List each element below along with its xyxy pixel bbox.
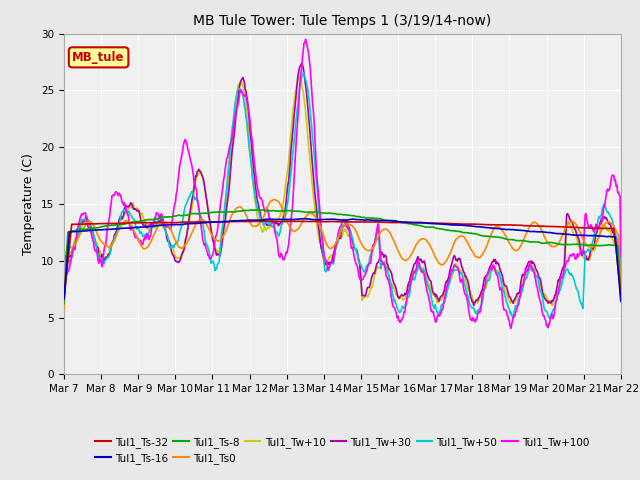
Tul1_Ts-16 (184, 221, 192, 227)
Tul1_Tw+30 (617, 297, 625, 303)
Tul1_Tw+10 (411, 268, 419, 274)
Tul1_Tw+30 (428, 279, 435, 285)
Tul1_Ts-16 (617, 299, 625, 304)
Tul1_Ts-16 (411, 220, 419, 226)
Tul1_Ts-32 (292, 218, 300, 224)
Tul1_Ts-16 (127, 225, 135, 231)
Tul1_Tw+10 (70, 239, 78, 245)
Tul1_Tw+50 (214, 262, 221, 267)
Tul1_Tw+30 (470, 302, 477, 308)
Line: Tul1_Ts-32: Tul1_Ts-32 (64, 221, 621, 300)
Title: MB Tule Tower: Tule Temps 1 (3/19/14-now): MB Tule Tower: Tule Temps 1 (3/19/14-now… (193, 14, 492, 28)
Tul1_Tw+100 (70, 244, 78, 250)
Tul1_Ts0 (270, 196, 278, 202)
Tul1_Ts0 (411, 245, 419, 251)
Tul1_Tw+50 (617, 297, 625, 302)
Text: MB_tule: MB_tule (72, 51, 125, 64)
Tul1_Ts0 (184, 238, 192, 244)
Tul1_Tw+10 (184, 224, 192, 229)
Tul1_Ts-32 (60, 297, 68, 302)
Tul1_Tw+10 (617, 296, 625, 302)
Tul1_Tw+50 (411, 276, 419, 282)
Tul1_Ts0 (214, 238, 221, 243)
Tul1_Tw+30 (127, 200, 135, 206)
Tul1_Ts-16 (214, 219, 221, 225)
Line: Tul1_Ts0: Tul1_Ts0 (64, 199, 621, 309)
Tul1_Tw+10 (428, 289, 435, 295)
Tul1_Ts-8 (411, 222, 419, 228)
Tul1_Tw+100 (184, 146, 192, 152)
Tul1_Tw+50 (300, 70, 307, 75)
Line: Tul1_Tw+10: Tul1_Tw+10 (64, 77, 621, 305)
Tul1_Ts-32 (617, 291, 625, 297)
Tul1_Tw+50 (60, 295, 68, 300)
Line: Tul1_Tw+30: Tul1_Tw+30 (64, 63, 621, 305)
Tul1_Tw+30 (70, 242, 78, 248)
Tul1_Ts-32 (70, 221, 78, 227)
Tul1_Tw+10 (214, 249, 221, 254)
Tul1_Ts-8 (214, 209, 221, 215)
Tul1_Tw+50 (70, 242, 78, 248)
Tul1_Ts-32 (214, 219, 221, 225)
Y-axis label: Temperature (C): Temperature (C) (22, 153, 35, 255)
Tul1_Ts-32 (184, 219, 192, 225)
Tul1_Tw+10 (127, 205, 135, 211)
Tul1_Tw+100 (302, 36, 310, 42)
Tul1_Tw+30 (184, 225, 192, 231)
Tul1_Tw+100 (428, 308, 435, 314)
Tul1_Ts-8 (70, 228, 78, 234)
Tul1_Tw+30 (298, 60, 305, 66)
Line: Tul1_Ts-16: Tul1_Ts-16 (64, 219, 621, 301)
Tul1_Ts0 (428, 245, 435, 251)
Tul1_Ts-8 (428, 224, 435, 230)
Line: Tul1_Ts-8: Tul1_Ts-8 (64, 210, 621, 304)
Tul1_Ts-16 (300, 216, 307, 222)
Tul1_Ts0 (70, 242, 78, 248)
Tul1_Ts-16 (70, 228, 78, 234)
Tul1_Tw+100 (127, 223, 135, 228)
Tul1_Ts0 (617, 287, 625, 292)
Tul1_Tw+10 (549, 302, 557, 308)
Tul1_Ts-8 (127, 219, 135, 225)
Tul1_Tw+50 (546, 315, 554, 321)
Tul1_Ts-32 (127, 220, 135, 226)
Tul1_Tw+30 (60, 292, 68, 298)
Legend: Tul1_Ts-32, Tul1_Ts-16, Tul1_Ts-8, Tul1_Ts0, Tul1_Tw+10, Tul1_Tw+30, Tul1_Tw+50,: Tul1_Ts-32, Tul1_Ts-16, Tul1_Ts-8, Tul1_… (91, 432, 594, 468)
Tul1_Tw+10 (60, 288, 68, 293)
Tul1_Ts-8 (617, 294, 625, 300)
Tul1_Ts-32 (428, 220, 435, 226)
Tul1_Ts0 (60, 306, 68, 312)
Tul1_Tw+50 (184, 197, 192, 203)
Tul1_Tw+50 (428, 294, 435, 300)
Tul1_Ts-8 (248, 207, 255, 213)
Tul1_Tw+50 (127, 213, 135, 218)
Line: Tul1_Tw+100: Tul1_Tw+100 (64, 39, 621, 328)
Tul1_Tw+100 (214, 228, 221, 234)
Tul1_Tw+100 (411, 270, 419, 276)
Tul1_Ts-16 (428, 221, 435, 227)
Tul1_Tw+100 (617, 254, 625, 260)
Tul1_Ts-8 (184, 212, 192, 218)
Tul1_Tw+10 (296, 74, 303, 80)
Tul1_Ts0 (127, 223, 135, 228)
Tul1_Tw+30 (411, 261, 419, 266)
Line: Tul1_Tw+50: Tul1_Tw+50 (64, 72, 621, 318)
Tul1_Tw+30 (214, 251, 221, 256)
Tul1_Tw+100 (507, 325, 515, 331)
Tul1_Ts-16 (60, 296, 68, 301)
Tul1_Tw+100 (60, 307, 68, 312)
Tul1_Ts-32 (411, 220, 419, 226)
Tul1_Ts-8 (60, 301, 68, 307)
